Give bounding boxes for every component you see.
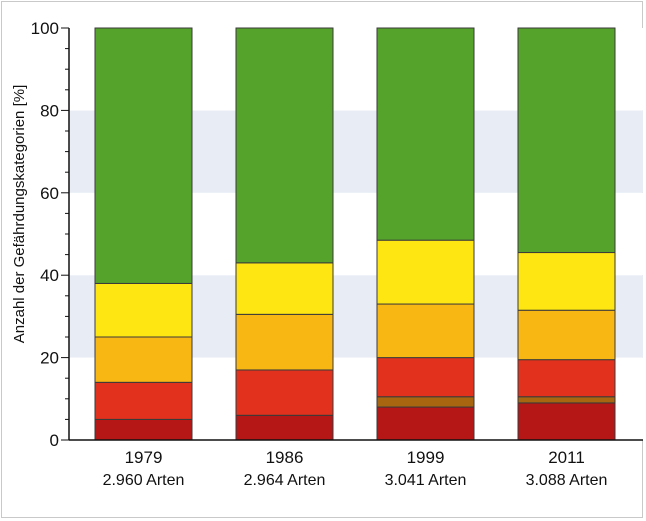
x-tick-label: 1979: [125, 448, 163, 467]
y-axis-title: Anzahl der Gefährdungskategorien [%]: [11, 85, 28, 344]
species-count-label: 2.964 Arten: [244, 472, 326, 489]
bar-segment: [376, 239, 475, 305]
bar-segment: [94, 418, 193, 441]
bar-segment: [235, 262, 334, 315]
bar-segment: [376, 396, 475, 408]
bar-segment: [94, 381, 193, 420]
x-tick-label: 1986: [266, 448, 304, 467]
bars: [94, 27, 616, 441]
y-tick-label: 100: [31, 19, 59, 38]
bar-segment: [376, 357, 475, 398]
bar-segment: [517, 396, 616, 404]
bar-segment: [517, 359, 616, 398]
species-count-label: 3.088 Arten: [526, 472, 608, 489]
bar-segment: [94, 27, 193, 284]
bar-segment: [376, 303, 475, 359]
bar-segment: [235, 369, 334, 416]
bar-segment: [517, 309, 616, 361]
y-tick-label: 60: [40, 184, 59, 203]
y-tick-label: 0: [50, 431, 59, 450]
y-tick-label: 20: [40, 349, 59, 368]
bar-segment: [94, 282, 193, 338]
bar-segment: [517, 252, 616, 311]
bar-segment: [376, 27, 475, 241]
y-tick-label: 40: [40, 266, 59, 285]
bar-segment: [517, 27, 616, 254]
y-tick-label: 80: [40, 101, 59, 120]
x-tick-label: 1999: [407, 448, 445, 467]
x-labels: 1979 2.960 Arten 1986 2.964 Arten 1999 3.041 …: [103, 448, 608, 489]
bar-segment: [235, 313, 334, 371]
species-count-label: 2.960 Arten: [103, 472, 185, 489]
bar-segment: [235, 414, 334, 441]
bar-segment: [94, 336, 193, 383]
x-tick-label: 2011: [548, 448, 585, 467]
bar-segment: [376, 406, 475, 441]
y-axis: 0 20 40 60 80 100: [31, 19, 643, 450]
bar-segment: [517, 402, 616, 441]
bar-segment: [235, 27, 334, 264]
species-count-label: 3.041 Arten: [385, 472, 467, 489]
